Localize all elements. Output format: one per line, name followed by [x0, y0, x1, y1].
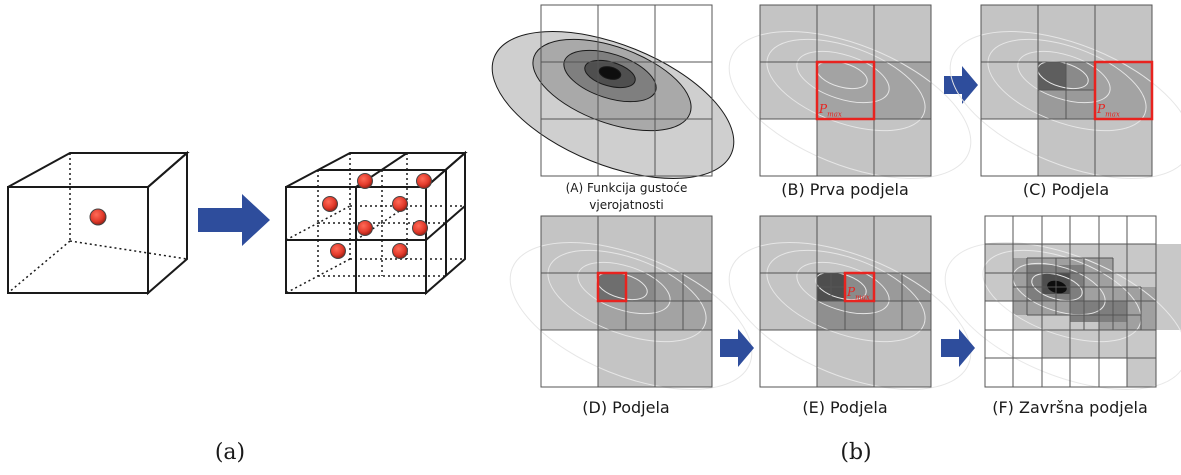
pmax-label-c: Pmax — [1097, 102, 1120, 119]
arrow-right-icon — [944, 66, 978, 104]
cube-subdivided — [285, 150, 468, 296]
panel-a-caption: (A) Funkcija gustoće vjerojatnosti — [565, 181, 688, 212]
subfigure-label-a: (a) — [214, 440, 246, 465]
panel-c-caption: (C) Podjela — [1022, 180, 1110, 199]
panel-c — [949, 4, 1181, 179]
panel-f-caption: (F) Završna podjela — [992, 398, 1148, 417]
pmax-label-b: Pmax — [819, 102, 842, 119]
arrow-right-icon — [198, 194, 270, 246]
panel-b — [728, 4, 972, 179]
panel-b-caption: (B) Prva podjela — [781, 180, 909, 199]
particle-dot — [89, 208, 107, 226]
cube-single — [7, 150, 190, 296]
grid — [540, 4, 713, 177]
panel-a — [491, 4, 735, 179]
panel-d-caption: (D) Podjela — [582, 398, 670, 417]
particle-dots — [322, 173, 432, 259]
panel-e — [728, 215, 972, 390]
pmax-label-e: Pmax — [847, 285, 870, 302]
subfigure-label-b: (b) — [840, 440, 872, 465]
arrow-right-icon — [720, 329, 754, 367]
arrow-right-icon — [941, 329, 975, 367]
panel-f — [944, 215, 1181, 390]
pmax-highlight — [815, 60, 876, 121]
panel-e-caption: (E) Podjela — [802, 398, 888, 417]
panel-d — [509, 215, 753, 390]
